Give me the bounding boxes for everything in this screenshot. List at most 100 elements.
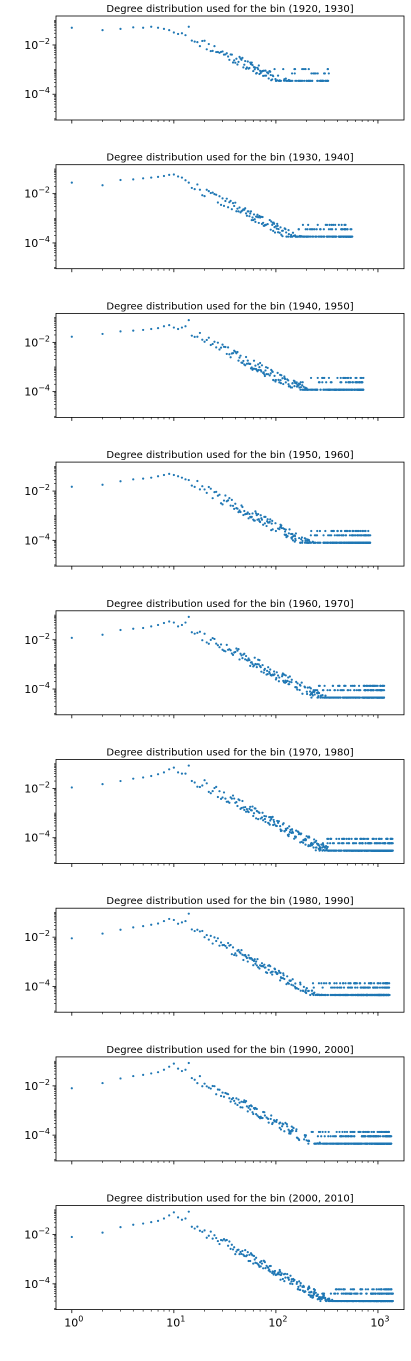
data-point bbox=[213, 193, 216, 196]
data-point bbox=[290, 983, 293, 986]
data-point bbox=[338, 986, 341, 989]
data-point bbox=[279, 825, 282, 828]
data-point bbox=[277, 969, 281, 972]
data-point bbox=[336, 529, 339, 533]
data-point bbox=[230, 208, 233, 211]
data-point bbox=[322, 982, 326, 985]
data-point bbox=[224, 797, 227, 800]
data-point bbox=[340, 1292, 343, 1295]
data-point bbox=[240, 1252, 243, 1256]
data-point bbox=[261, 215, 264, 219]
data-point bbox=[150, 774, 153, 778]
data-point bbox=[273, 823, 276, 826]
data-point bbox=[190, 1076, 193, 1080]
data-point bbox=[298, 383, 302, 386]
data-point bbox=[354, 986, 357, 989]
data-point bbox=[237, 359, 240, 362]
data-point bbox=[184, 772, 187, 775]
data-point bbox=[215, 50, 218, 54]
data-point bbox=[311, 1130, 314, 1134]
data-point bbox=[269, 70, 272, 73]
data-point bbox=[216, 494, 219, 497]
data-point bbox=[301, 692, 304, 695]
data-point bbox=[350, 1135, 354, 1138]
data-point bbox=[292, 1126, 295, 1130]
data-point bbox=[288, 825, 291, 828]
data-point bbox=[213, 1234, 216, 1237]
data-point bbox=[295, 1128, 298, 1131]
y-tick-label: 10−2 bbox=[24, 632, 50, 647]
data-point bbox=[132, 178, 135, 181]
data-point bbox=[299, 388, 302, 391]
data-point bbox=[391, 849, 394, 852]
data-point bbox=[260, 962, 264, 965]
data-point bbox=[255, 666, 258, 669]
data-point bbox=[282, 67, 285, 71]
data-point bbox=[304, 1134, 308, 1137]
data-point bbox=[286, 679, 289, 682]
data-point bbox=[368, 986, 371, 989]
data-point bbox=[329, 1135, 332, 1138]
subplot-4: Degree distribution used for the bin (19… bbox=[24, 450, 405, 570]
data-point bbox=[268, 672, 271, 675]
data-point bbox=[340, 223, 343, 226]
data-point bbox=[295, 686, 298, 689]
data-point bbox=[283, 1130, 286, 1133]
data-point bbox=[242, 513, 245, 517]
data-point bbox=[142, 626, 145, 630]
data-point bbox=[207, 790, 210, 793]
data-point bbox=[172, 31, 175, 34]
data-point bbox=[248, 1253, 251, 1256]
data-point bbox=[381, 1130, 384, 1134]
data-point bbox=[347, 986, 350, 989]
data-point bbox=[244, 805, 247, 809]
data-point bbox=[388, 993, 391, 997]
data-point bbox=[168, 29, 171, 32]
data-point bbox=[321, 842, 325, 845]
data-point bbox=[278, 231, 281, 234]
data-point bbox=[313, 1292, 316, 1296]
y-tick-label: 10−2 bbox=[24, 334, 50, 349]
data-point bbox=[347, 993, 351, 997]
data-point bbox=[150, 923, 153, 926]
data-point bbox=[168, 1065, 171, 1068]
data-point bbox=[250, 809, 253, 812]
data-points bbox=[70, 764, 394, 852]
data-point bbox=[176, 922, 180, 925]
data-point bbox=[300, 832, 303, 835]
data-point bbox=[242, 359, 245, 363]
data-point bbox=[226, 1244, 230, 1247]
data-point bbox=[310, 72, 313, 75]
data-point bbox=[234, 1252, 237, 1256]
data-point bbox=[231, 202, 235, 205]
data-point bbox=[240, 948, 243, 952]
data-point bbox=[240, 1100, 243, 1103]
data-point bbox=[255, 512, 258, 515]
data-point bbox=[291, 1282, 294, 1286]
data-point bbox=[307, 388, 310, 391]
data-point bbox=[269, 819, 272, 822]
data-point bbox=[342, 689, 345, 692]
data-point bbox=[329, 842, 332, 845]
data-point bbox=[257, 663, 260, 666]
data-point bbox=[312, 846, 315, 849]
data-point bbox=[377, 982, 380, 985]
data-point bbox=[323, 235, 326, 238]
data-point bbox=[271, 970, 274, 973]
data-point bbox=[313, 838, 316, 841]
data-point bbox=[364, 689, 367, 692]
data-point bbox=[224, 345, 227, 349]
data-point bbox=[219, 203, 223, 206]
data-point bbox=[271, 370, 274, 374]
data-point bbox=[274, 378, 278, 382]
data-point bbox=[345, 1135, 348, 1138]
data-point bbox=[225, 1238, 228, 1242]
data-point bbox=[176, 1067, 180, 1070]
data-point bbox=[254, 364, 257, 367]
data-point bbox=[207, 190, 210, 193]
data-point bbox=[224, 199, 227, 203]
subplot-7: Degree distribution used for the bin (19… bbox=[24, 896, 405, 1016]
subplot-title: Degree distribution used for the bin (19… bbox=[106, 1045, 353, 1056]
data-point bbox=[325, 381, 328, 384]
subplot-2: Degree distribution used for the bin (19… bbox=[24, 153, 405, 273]
